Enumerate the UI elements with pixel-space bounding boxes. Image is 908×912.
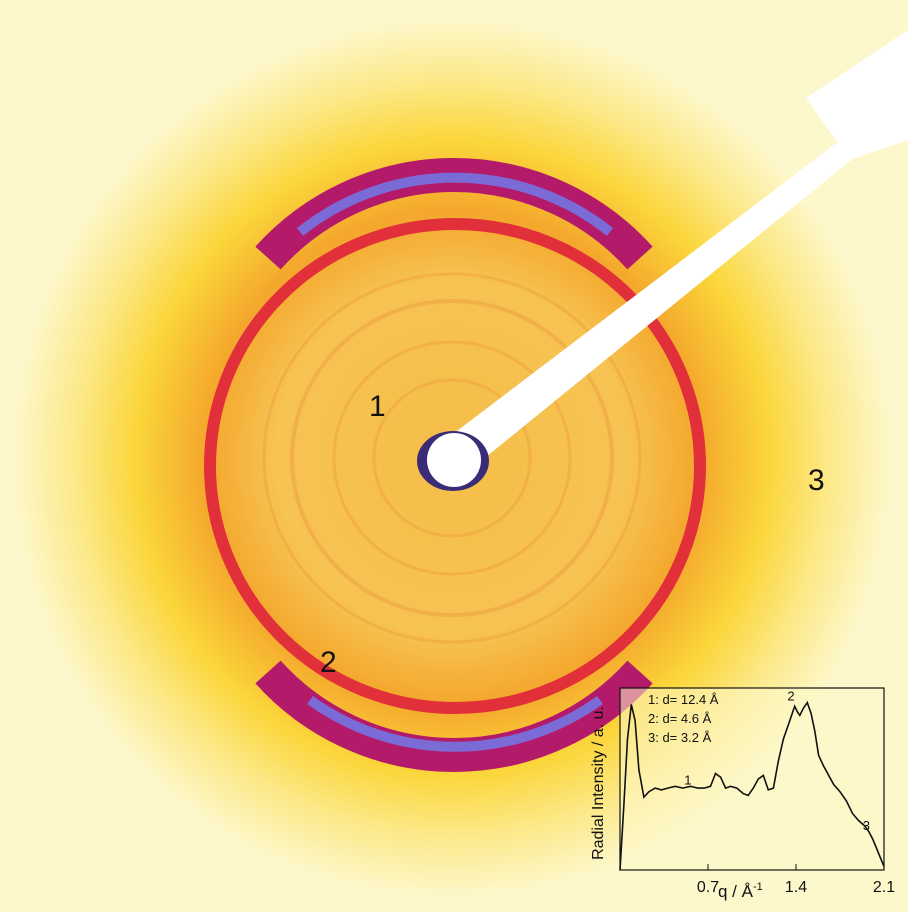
beamstop xyxy=(417,30,908,491)
ring-label-1: 1 xyxy=(369,390,386,423)
inner-rings xyxy=(262,272,642,644)
ring-2 xyxy=(204,158,706,772)
ring-label-2: 2 xyxy=(320,646,337,679)
ring-label-3: 3 xyxy=(808,464,825,497)
